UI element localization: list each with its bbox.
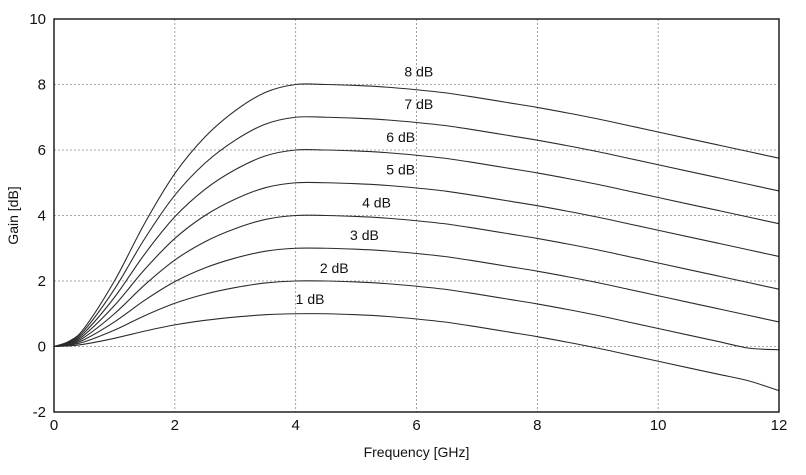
- curves: [53, 83, 780, 392]
- series-line-8-db: [53, 83, 780, 348]
- series-line-3-db: [53, 247, 780, 348]
- curve-label-6-db: 6 dB: [386, 129, 415, 145]
- plot-frame: [53, 18, 780, 413]
- curve-label-1-db: 1 dB: [296, 291, 325, 307]
- x-tick-label: 4: [291, 417, 299, 434]
- curve-label-4-db: 4 dB: [362, 194, 391, 210]
- x-tick-label: 8: [533, 417, 541, 434]
- series-line-7-db: [53, 116, 780, 348]
- series-line-6-db: [53, 148, 780, 348]
- curve-label-3-db: 3 dB: [350, 227, 379, 243]
- y-tick-label: 6: [38, 142, 46, 159]
- y-tick-label: 0: [38, 339, 46, 356]
- y-axis-label: Gain [dB]: [5, 186, 21, 244]
- series-line-1-db: [53, 313, 780, 392]
- x-tick-label: 12: [771, 417, 788, 434]
- y-tick-label: -2: [33, 404, 46, 421]
- curve-label-7-db: 7 dB: [404, 96, 433, 112]
- curve-labels: 1 dB 2 dB 3 dB 4 dB 5 dB 6 dB 7 dB 8 dB: [296, 63, 434, 307]
- y-tick-label: 4: [38, 208, 46, 225]
- curve-label-5-db: 5 dB: [386, 162, 415, 178]
- x-tick-label: 10: [650, 417, 667, 434]
- series-line-5-db: [53, 181, 780, 348]
- series-line-4-db: [53, 214, 780, 348]
- x-axis-label: Frequency [GHz]: [364, 444, 470, 460]
- curve-label-8-db: 8 dB: [404, 63, 433, 79]
- y-tick-label: 8: [38, 77, 46, 94]
- y-tick-label: 10: [29, 11, 46, 28]
- curve-label-2-db: 2 dB: [320, 260, 349, 276]
- x-tick-label: 2: [171, 417, 179, 434]
- x-tick-label: 6: [412, 417, 420, 434]
- x-tick-label: 0: [50, 417, 58, 434]
- y-tick-label: 2: [38, 273, 46, 290]
- series-line-2-db: [53, 280, 780, 351]
